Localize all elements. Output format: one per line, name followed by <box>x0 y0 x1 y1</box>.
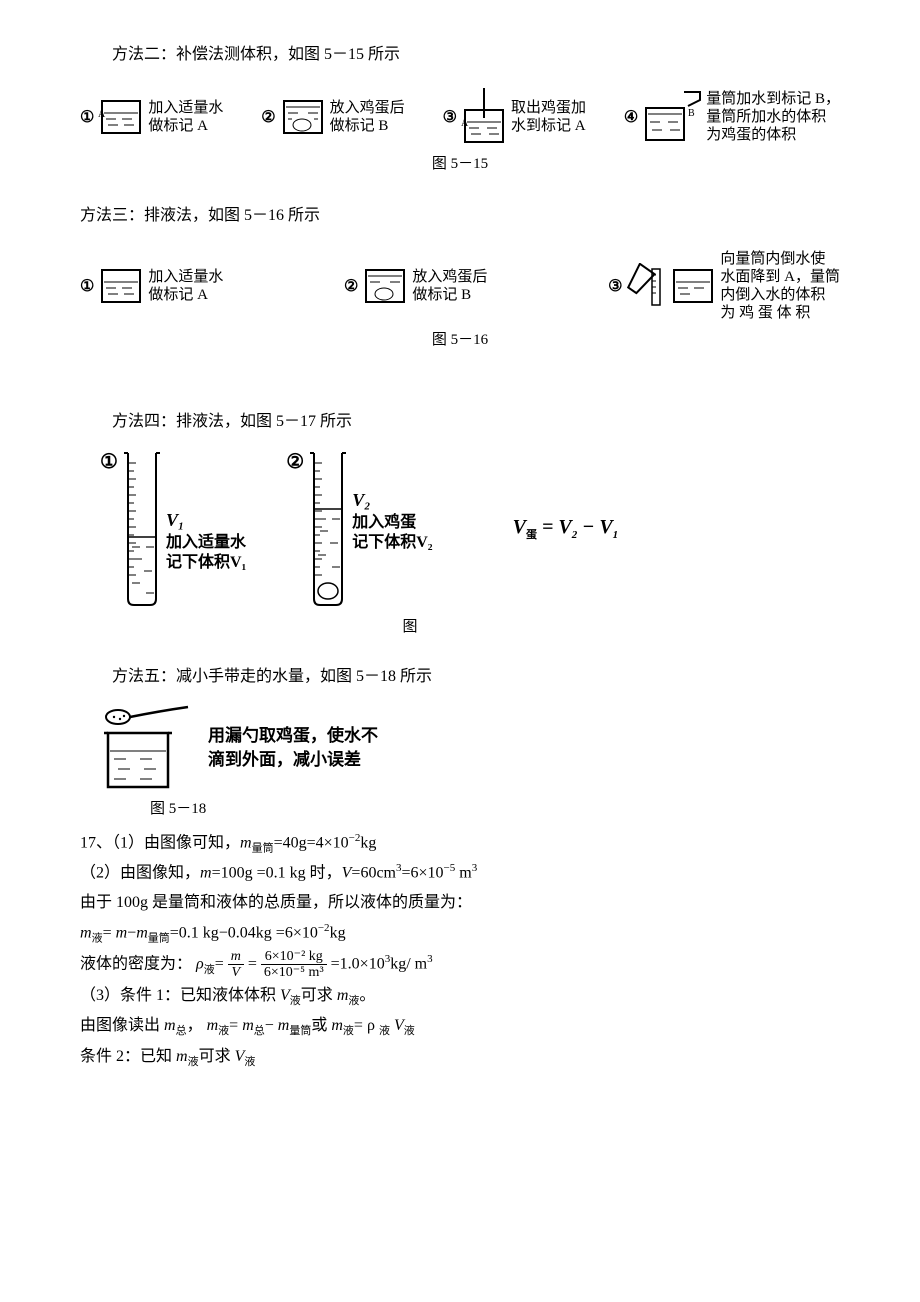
svg-text:B: B <box>688 108 695 119</box>
m3-step2-num: ② <box>344 276 358 296</box>
m4-cyl2-label: V₂ 加入鸡蛋 记下体积V₂ <box>352 489 432 554</box>
method4-caption: 图 <box>0 615 840 636</box>
method3-figure: ① A 加入适量水 做标记 A ② B 放入鸡蛋后 做标记 B ③ <box>80 250 840 322</box>
m3-step1-num: ① <box>80 276 94 296</box>
m4-cyl1-num: ① <box>100 449 118 474</box>
spoon-beaker-icon <box>100 703 200 793</box>
m2-step3: ③ A 取出鸡蛋加 水到标记 A <box>443 88 586 146</box>
m3-step1-text: 加入适量水 做标记 A <box>148 268 223 304</box>
m3-step3: ③ A 向量筒内倒水使 水面降到 A，量筒 内倒入水的体积 为 鸡 蛋 体 积 <box>608 250 840 322</box>
method3-caption: 图 5－16 <box>80 328 840 349</box>
cylinder-egg-icon <box>308 449 348 609</box>
method2-caption: 图 5－15 <box>80 152 840 173</box>
m4-formula: V蛋 = V2 − V1 <box>513 516 619 542</box>
svg-text:A: A <box>98 109 106 120</box>
m3-step1: ① A 加入适量水 做标记 A <box>80 266 223 306</box>
beaker-egg-icon: B <box>362 266 408 306</box>
method3-title: 方法三：排液法，如图 5－16 所示 <box>80 201 840 231</box>
method5-caption: 图 5－18 <box>150 797 840 818</box>
ans-line4: m液= m−m量筒=0.1 kg−0.04kg =6×10−2kg <box>80 918 840 949</box>
cylinder-icon <box>122 449 162 609</box>
m2-step2-text: 放入鸡蛋后 做标记 B <box>330 99 405 135</box>
m2-step1: ① A 加入适量水 做标记 A <box>80 97 223 137</box>
ans-line2: （2）由图像知，m=100g =0.1 kg 时，V=60cm3=6×10−5 … <box>80 858 840 888</box>
method4-title: 方法四：排液法，如图 5－17 所示 <box>80 407 840 437</box>
fraction-mv: m V <box>228 949 244 981</box>
beaker-icon: A <box>98 266 144 306</box>
beaker-stick-icon: A <box>461 88 507 146</box>
method5-title: 方法五：减小手带走的水量，如图 5－18 所示 <box>80 662 840 692</box>
m3-step3-num: ③ <box>608 276 622 296</box>
m2-step2: ② B 放入鸡蛋后 做标记 B <box>261 97 404 137</box>
fraction-values: 6×10⁻² kg 6×10⁻⁵ m³ <box>261 949 327 981</box>
m2-step3-num: ③ <box>443 107 457 127</box>
beaker-icon: A <box>98 97 144 137</box>
ans-line5: 液体的密度为： ρ液= m V = 6×10⁻² kg 6×10⁻⁵ m³ =1… <box>80 949 840 981</box>
m2-step1-text: 加入适量水 做标记 A <box>148 99 223 135</box>
m2-step4-num: ④ <box>624 107 638 127</box>
method2-title: 方法二：补偿法测体积，如图 5－15 所示 <box>80 40 840 70</box>
beaker-icon: A <box>670 266 716 306</box>
ans-line3: 由于 100g 是量筒和液体的总质量，所以液体的质量为： <box>80 888 840 918</box>
method2-figure: ① A 加入适量水 做标记 A ② B 放入鸡蛋后 做标记 B ③ A <box>80 88 840 146</box>
m4-cyl1-label: V₁ 加入适量水 记下体积V₁ <box>166 509 246 574</box>
ans-line6: （3）条件 1：已知液体体积 V液可求 m液。 <box>80 981 840 1012</box>
method5-text: 用漏勺取鸡蛋，使水不 滴到外面，减小误差 <box>208 724 378 772</box>
method4-figure: ① V₁ 加入适量水 记下体积V₁ ② <box>100 449 840 609</box>
m4-cyl2-num: ② <box>286 449 304 474</box>
m3-step2: ② B 放入鸡蛋后 做标记 B <box>344 266 487 306</box>
m4-cyl1: ① V₁ 加入适量水 记下体积V₁ <box>100 449 246 609</box>
m3-step3-text: 向量筒内倒水使 水面降到 A，量筒 内倒入水的体积 为 鸡 蛋 体 积 <box>720 250 840 322</box>
m4-cyl2: ② V₂ 加入鸡蛋 记下体积V₂ <box>286 449 432 609</box>
beaker-egg-icon: B <box>280 97 326 137</box>
m2-step1-num: ① <box>80 107 94 127</box>
ans-line8: 条件 2：已知 m液可求 V液 <box>80 1042 840 1073</box>
ans-line1: 17、（1）由图像可知，m量筒=40g=4×10−2kg <box>80 828 840 859</box>
m2-step4: ④ B 量筒加水到标记 B， 量筒所加水的体积 为鸡蛋的体积 <box>624 90 840 144</box>
m2-step2-num: ② <box>261 107 275 127</box>
method5-figure: 用漏勺取鸡蛋，使水不 滴到外面，减小误差 <box>100 703 840 793</box>
ans-line7: 由图像读出 m总， m液= m总− m量筒或 m液= ρ 液 V液 <box>80 1011 840 1042</box>
svg-text:A: A <box>461 118 469 129</box>
m2-step3-text: 取出鸡蛋加 水到标记 A <box>511 99 586 135</box>
m3-step2-text: 放入鸡蛋后 做标记 B <box>412 268 487 304</box>
pour-tube-icon <box>626 263 666 309</box>
beaker-pour-icon: B <box>642 90 702 144</box>
m2-step4-text: 量筒加水到标记 B， 量筒所加水的体积 为鸡蛋的体积 <box>706 90 840 144</box>
